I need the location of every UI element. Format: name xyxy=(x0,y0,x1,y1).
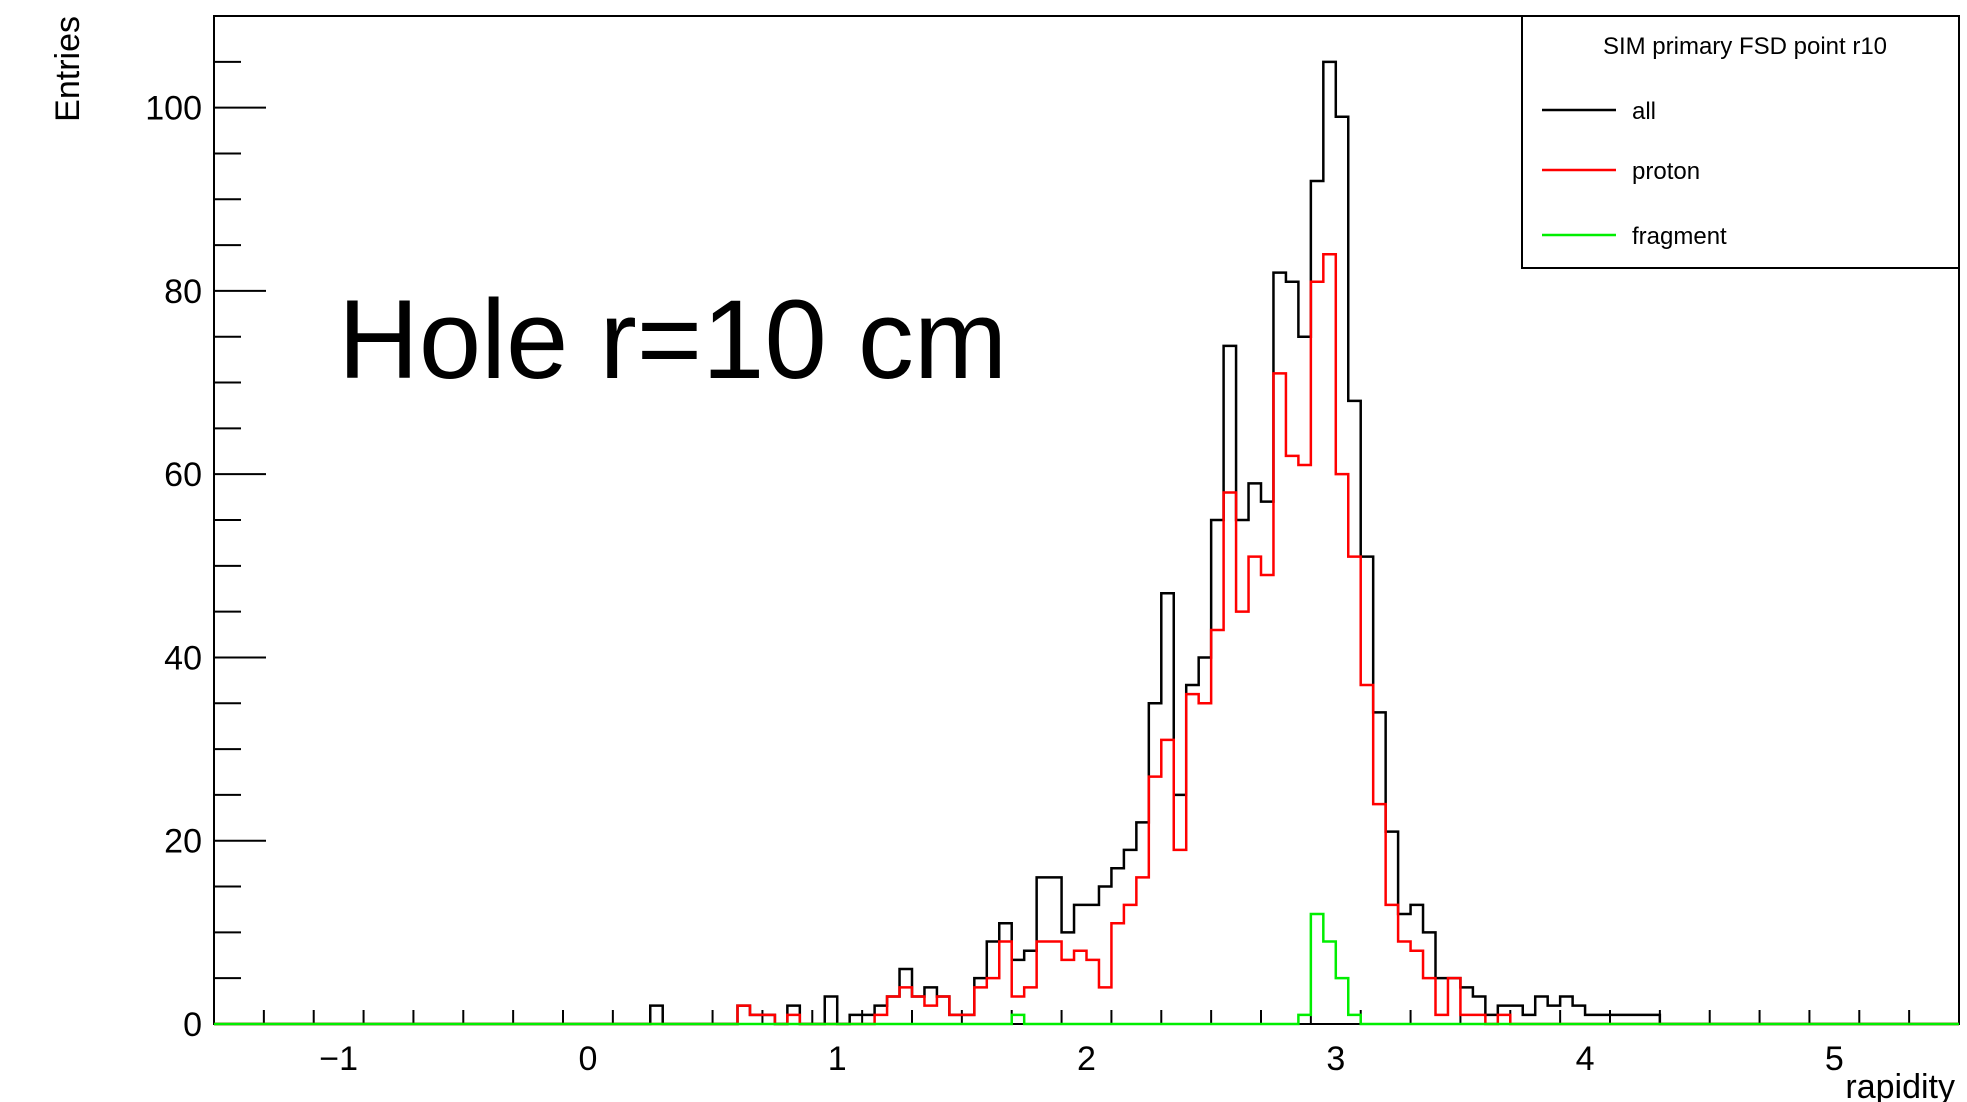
y-axis-title: Entries xyxy=(49,16,87,122)
legend-label-proton: proton xyxy=(1632,158,1700,185)
y-tick-label: 40 xyxy=(164,639,202,677)
legend-box xyxy=(1521,15,1960,269)
legend-label-fragment: fragment xyxy=(1632,223,1727,250)
hole-annotation: Hole r=10 cm xyxy=(338,277,1007,402)
series-fragment-line xyxy=(214,912,1959,1026)
y-tick-label: 60 xyxy=(164,456,202,494)
x-axis-title: rapidity xyxy=(1845,1068,1955,1102)
legend: SIM primary FSD point r10 all proton fragm… xyxy=(1521,15,1960,269)
x-tick-label: −1 xyxy=(319,1040,358,1078)
x-tick-label: 2 xyxy=(1077,1040,1096,1078)
x-tick-label: 0 xyxy=(578,1040,597,1078)
histogram-series xyxy=(214,60,1959,1026)
axis-tick-labels: −1 0 1 2 3 4 5 0 20 40 60 80 100 xyxy=(145,90,1844,1078)
x-tick-label: 4 xyxy=(1576,1040,1595,1078)
legend-title: SIM primary FSD point r10 xyxy=(1603,33,1887,60)
x-tick-label: 3 xyxy=(1326,1040,1345,1078)
x-tick-label: 5 xyxy=(1825,1040,1844,1078)
legend-label-all: all xyxy=(1632,98,1656,125)
x-tick-label: 1 xyxy=(828,1040,847,1078)
y-tick-label: 0 xyxy=(183,1006,202,1044)
y-tick-label: 80 xyxy=(164,273,202,311)
y-tick-label: 20 xyxy=(164,823,202,861)
y-tick-label: 100 xyxy=(145,90,202,128)
